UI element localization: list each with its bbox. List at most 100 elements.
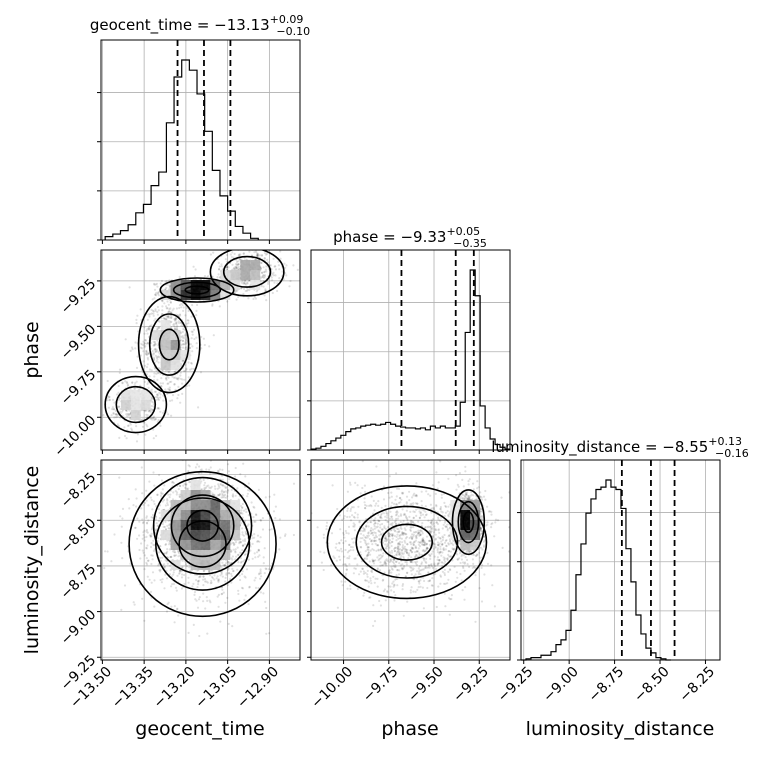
scatter-point [136, 355, 139, 358]
histogram-geocent_time [104, 59, 259, 240]
scatter-point [220, 490, 223, 493]
scatter-point [158, 398, 161, 401]
scatter-point [278, 268, 281, 271]
scatter-point [242, 292, 245, 296]
scatter-point [150, 532, 153, 536]
scatter-point [102, 414, 105, 417]
scatter-point [148, 534, 151, 537]
scatter-point [184, 338, 187, 341]
scatter-point [154, 293, 157, 296]
scatter-point [137, 330, 140, 333]
scatter-point [184, 369, 187, 373]
scatter-point [142, 521, 145, 524]
scatter-point [153, 356, 156, 359]
scatter-point [258, 240, 260, 242]
scatter-point [115, 416, 118, 419]
scatter-point [126, 382, 129, 385]
scatter-point [265, 606, 268, 610]
scatter-point [143, 346, 146, 349]
scatter-point [158, 544, 161, 548]
scatter-point [153, 348, 156, 351]
scatter-point [117, 398, 120, 401]
scatter-point [151, 508, 154, 511]
scatter-point [185, 342, 188, 345]
scatter-point [143, 332, 146, 335]
scatter-point [220, 496, 223, 499]
scatter-point [165, 307, 168, 310]
scatter-point [144, 501, 147, 504]
scatter-point [272, 257, 275, 260]
scatter-point [241, 570, 244, 573]
scatter-point [241, 506, 244, 509]
scatter-point [167, 493, 170, 496]
scatter-point [132, 601, 135, 604]
scatter-point [217, 593, 220, 597]
scatter-point [162, 394, 165, 397]
scatter-point [257, 549, 261, 552]
scatter-point [143, 342, 146, 345]
scatter-point [157, 355, 160, 358]
scatter-panel-luminosity-distance-vs-geocent-time [97, 459, 301, 664]
scatter-point [188, 465, 191, 468]
scatter-point [150, 562, 153, 566]
scatter-point [118, 410, 122, 413]
scatter-point [204, 486, 207, 489]
scatter-point [142, 551, 145, 554]
scatter-point [108, 395, 111, 398]
density-cell [230, 270, 241, 280]
scatter-point [175, 321, 178, 324]
scatter-point [156, 285, 159, 288]
scatter-point [168, 523, 171, 526]
scatter-point [247, 482, 250, 485]
contour-level-0 [209, 250, 285, 297]
scatter-point [135, 380, 138, 383]
scatter-point [165, 378, 168, 381]
density-cell [180, 280, 191, 290]
scatter-point [184, 483, 187, 486]
scatter-point [165, 610, 169, 613]
scatter-point [224, 486, 227, 490]
scatter-point [175, 317, 178, 320]
scatter-point [146, 425, 149, 428]
scatter-point [211, 304, 214, 307]
scatter-point [154, 396, 157, 399]
scatter-point [187, 309, 190, 313]
scatter-point [171, 498, 175, 501]
scatter-point [174, 319, 177, 322]
scatter-point [255, 513, 258, 517]
scatter-point [163, 565, 166, 568]
scatter-point [226, 300, 229, 303]
scatter-point [126, 384, 129, 387]
scatter-point [255, 250, 258, 254]
scatter-point [256, 551, 259, 554]
scatter-point [192, 367, 196, 370]
scatter-point [146, 318, 149, 321]
scatter-point [168, 389, 171, 392]
scatter-point [164, 317, 167, 320]
scatter-point [157, 326, 160, 329]
scatter-point [228, 478, 231, 481]
scatter-point [240, 511, 243, 514]
scatter-point [167, 413, 170, 416]
scatter-point [232, 548, 235, 551]
scatter-point [157, 508, 160, 511]
scatter-point [239, 578, 242, 582]
scatter-point [231, 541, 234, 544]
scatter-point [183, 482, 186, 485]
scatter-point [259, 572, 262, 575]
scatter-point [150, 388, 153, 391]
scatter-point [264, 288, 267, 291]
scatter-point [163, 566, 166, 569]
scatter-point [239, 561, 243, 564]
scatter-point [225, 260, 228, 263]
scatter-point [150, 369, 153, 372]
scatter-point [169, 301, 172, 304]
scatter-point [181, 392, 184, 395]
scatter-point [158, 326, 161, 329]
scatter-point [153, 375, 156, 378]
scatter-point [259, 577, 262, 580]
scatter-point [154, 348, 157, 351]
scatter-point [113, 533, 116, 536]
scatter-point [190, 337, 193, 340]
scatter-point [205, 485, 208, 488]
